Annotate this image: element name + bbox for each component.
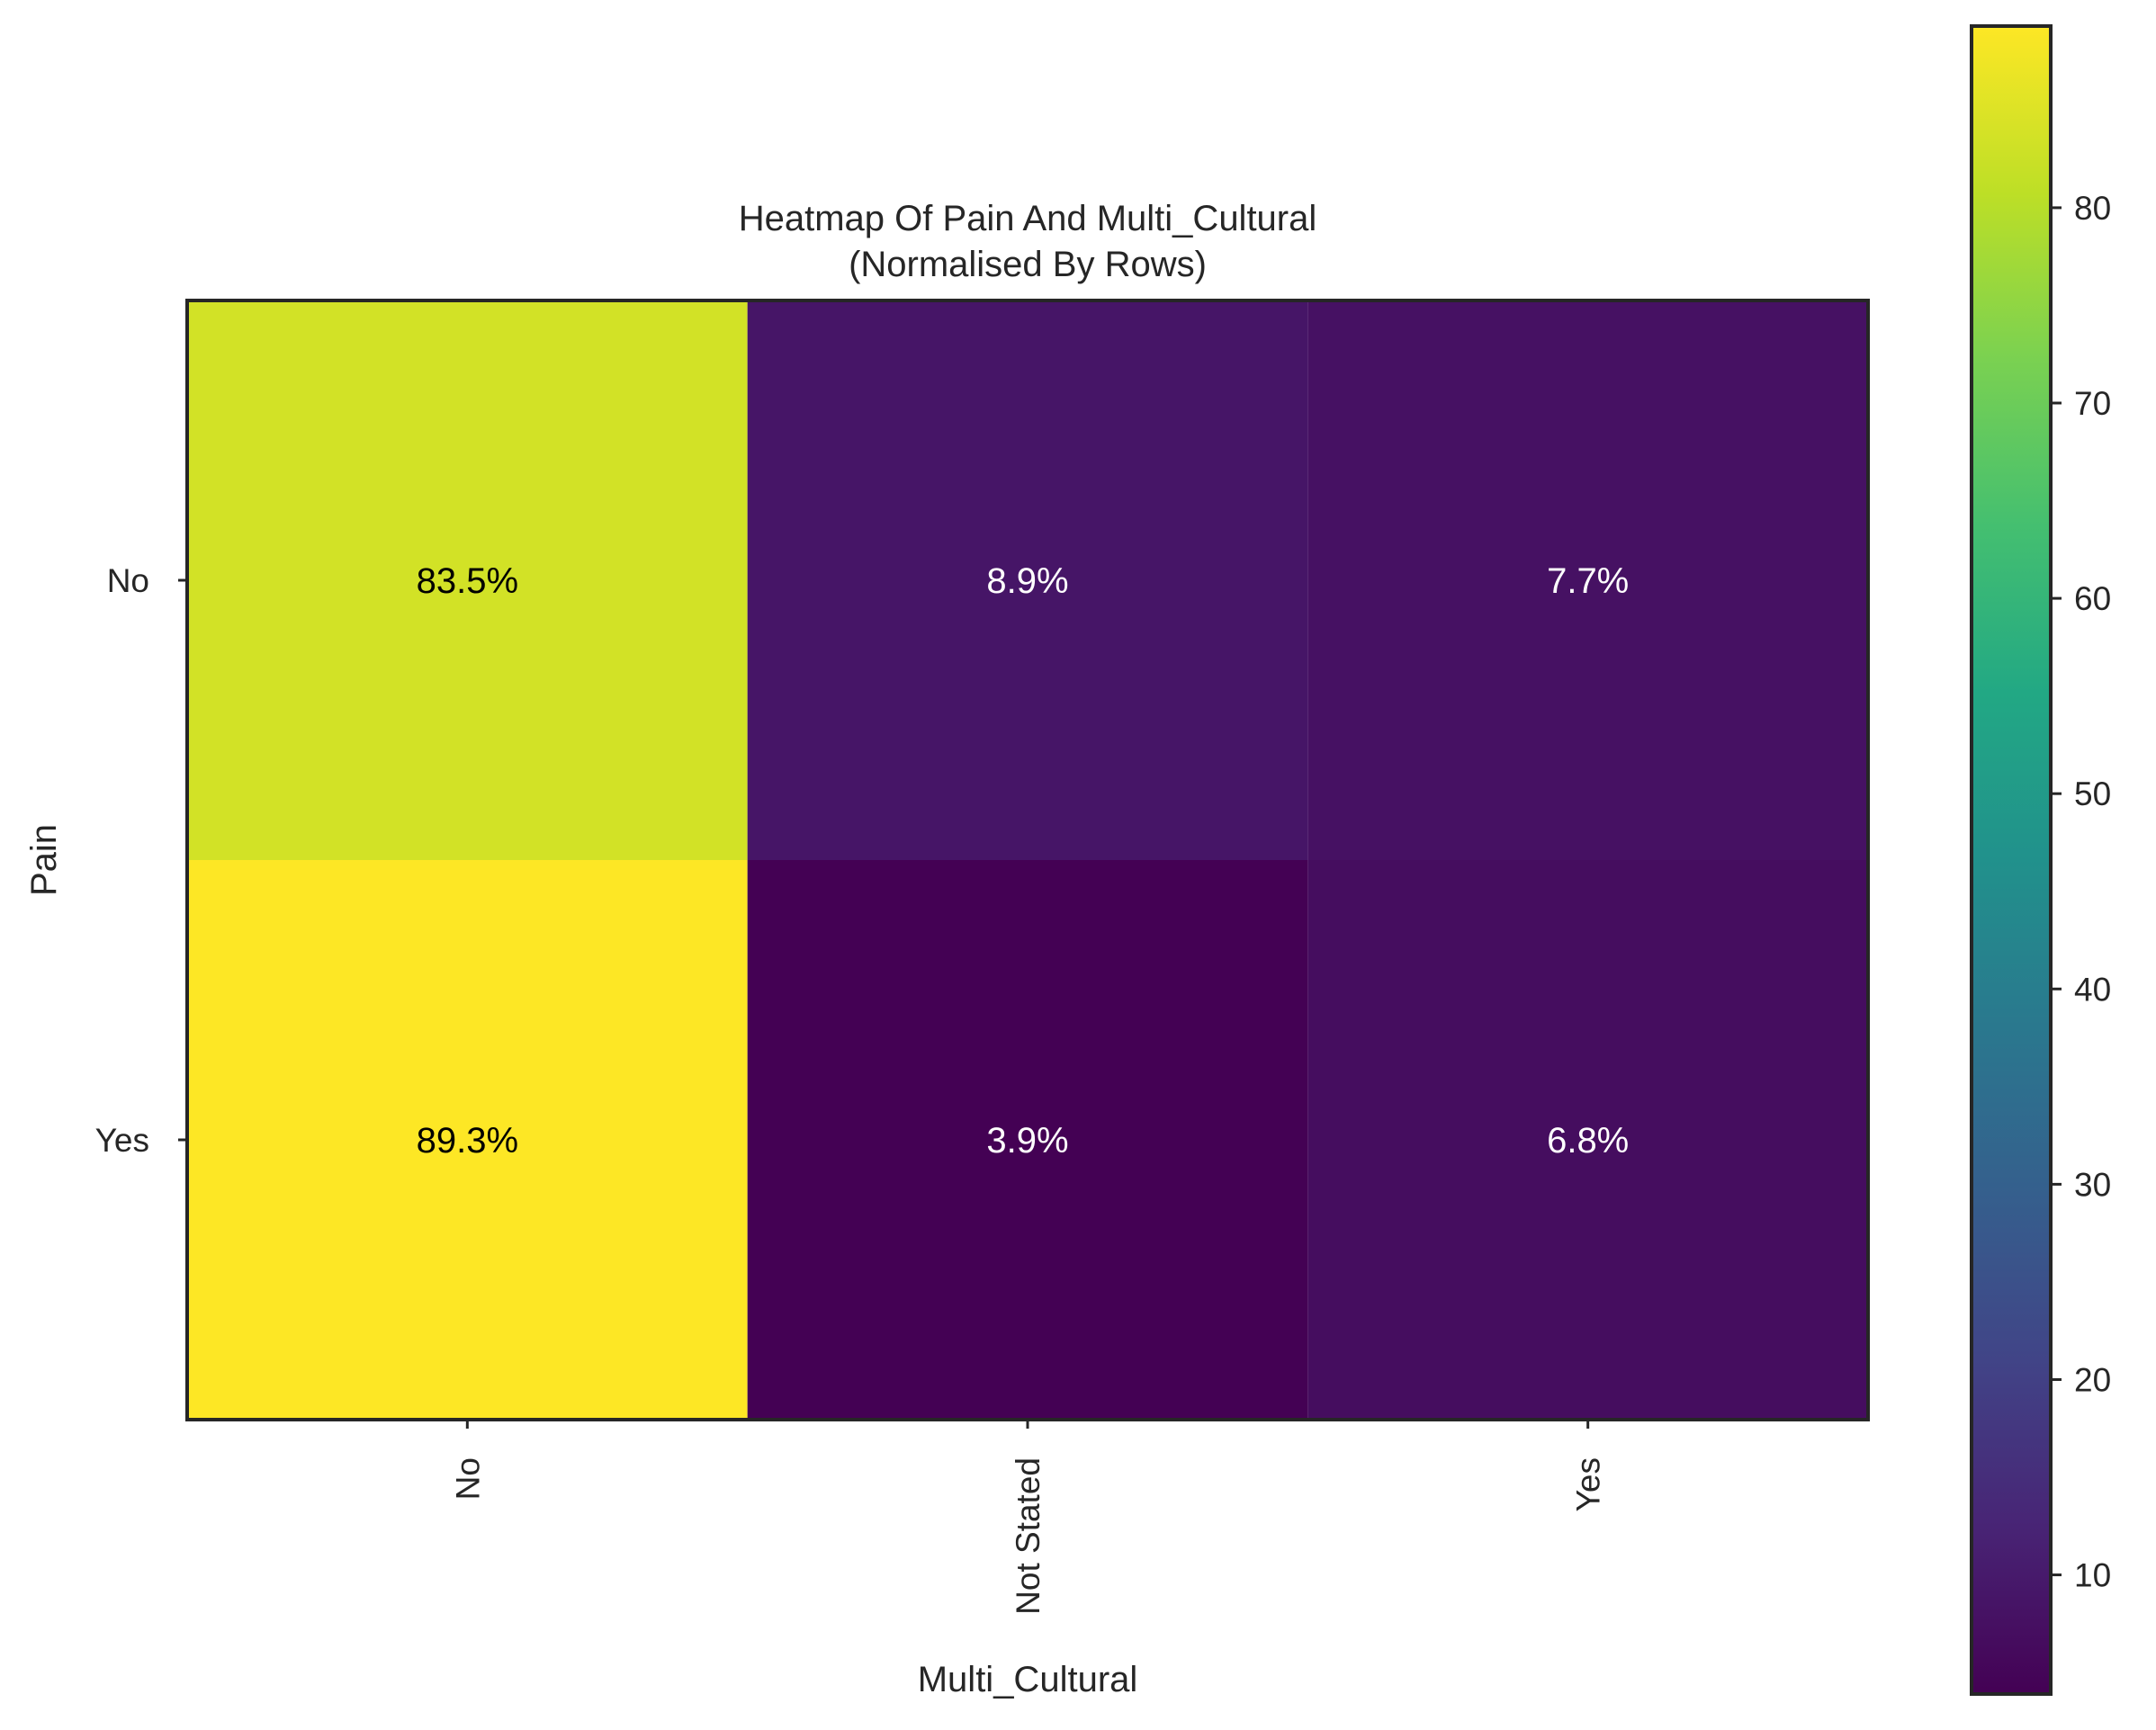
colorbar-tick-label: 70 (2074, 385, 2111, 422)
x-axis-label: Multi_Cultural (918, 1660, 1138, 1699)
cell-value-label: 83.5% (417, 561, 518, 601)
y-tick-label: No (107, 562, 149, 599)
heatmap-cells (187, 300, 1868, 1420)
colorbar-tick-label: 40 (2074, 971, 2111, 1008)
x-tick-label: Not Stated (1010, 1457, 1047, 1615)
cell-value-label: 3.9% (986, 1121, 1068, 1161)
cell-value-label: 8.9% (986, 561, 1068, 601)
colorbar-tick-label: 80 (2074, 190, 2111, 227)
colorbar-tick-label: 20 (2074, 1361, 2111, 1398)
heatmap-cell-labels: 83.5% 8.9% 7.7% 89.3% 3.9% 6.8% (417, 561, 1630, 1161)
heatmap-cell-0-2 (1307, 300, 1868, 860)
x-tick-label: No (449, 1457, 486, 1500)
colorbar-tick-label: 60 (2074, 580, 2111, 617)
cell-value-label: 89.3% (417, 1121, 518, 1161)
x-tick-label: Yes (1570, 1457, 1607, 1511)
cell-value-label: 7.7% (1547, 561, 1629, 601)
heatmap-cell-1-1 (747, 860, 1308, 1420)
colorbar-tick-label: 50 (2074, 775, 2111, 812)
chart-title: Heatmap Of Pain And Multi_Cultural (739, 199, 1317, 238)
heatmap-cell-0-1 (747, 300, 1308, 860)
x-axis-ticks: No Not Stated Yes (449, 1420, 1607, 1615)
heatmap-cell-1-2 (1307, 860, 1868, 1420)
colorbar (1970, 24, 2053, 1696)
y-tick-label: Yes (95, 1122, 149, 1159)
y-axis-ticks: No Yes (95, 562, 187, 1159)
y-axis-label: Pain (24, 824, 64, 896)
heatmap-cell-1-0 (187, 860, 748, 1420)
colorbar-tick-label: 10 (2074, 1557, 2111, 1594)
chart-subtitle: (Normalised By Rows) (849, 245, 1207, 284)
colorbar-ticks: 10 20 30 40 50 60 70 80 (2051, 190, 2111, 1594)
colorbar-tick-label: 30 (2074, 1166, 2111, 1203)
cell-value-label: 6.8% (1547, 1121, 1629, 1161)
heatmap-cell-0-0 (187, 300, 748, 860)
